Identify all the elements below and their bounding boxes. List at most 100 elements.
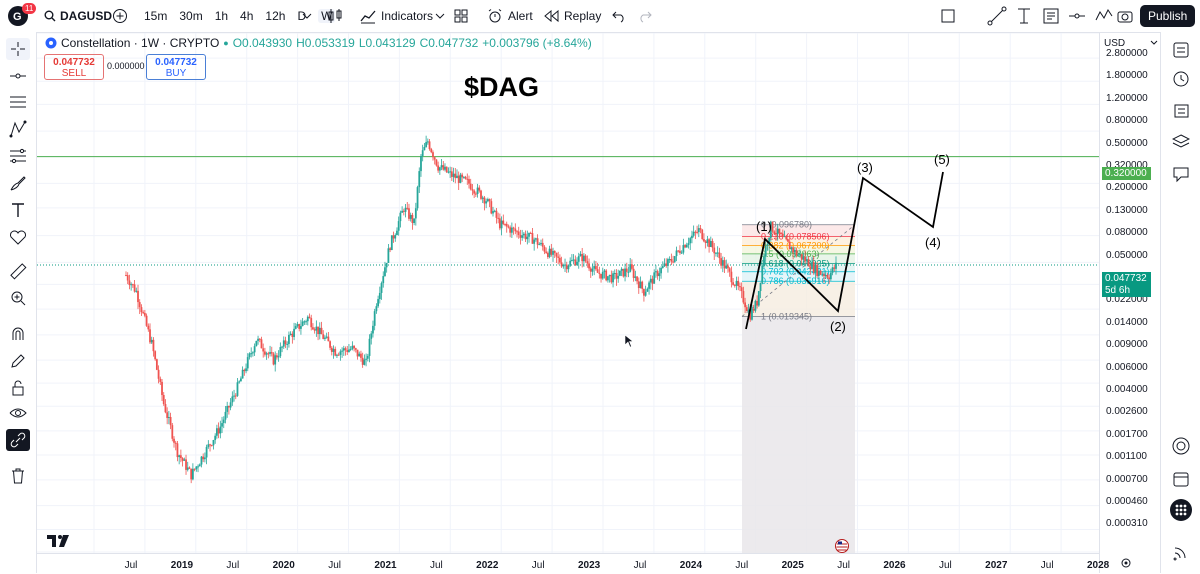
trend-line-tool-button[interactable] [987, 0, 1007, 32]
redo-icon [640, 11, 652, 23]
axis-settings-icon[interactable] [1119, 556, 1133, 570]
candle-body [689, 238, 692, 244]
candle-body [569, 260, 572, 266]
candle-body [512, 227, 515, 229]
candle-body [444, 166, 446, 170]
candle-body [488, 199, 491, 202]
currency-selector[interactable]: USD [1104, 38, 1158, 49]
hide-drawings-button[interactable] [6, 402, 30, 424]
candle-body [447, 171, 450, 173]
candle-body [727, 265, 729, 269]
candles-icon [328, 9, 342, 23]
interval-30m[interactable]: 30m [179, 9, 203, 23]
alerts-panel-button[interactable] [1169, 67, 1193, 91]
sell-label: SELL [61, 68, 87, 79]
magnet-mode-button[interactable] [6, 323, 30, 345]
price-tick-label: 0.001700 [1106, 428, 1148, 440]
news-stream-button[interactable] [1169, 540, 1193, 564]
redo-button[interactable] [638, 0, 652, 32]
text-note-tool-button[interactable] [1042, 0, 1060, 32]
indicators-button[interactable]: Indicators [360, 0, 433, 32]
candle-body [817, 270, 820, 276]
text-tool-button[interactable] [6, 199, 30, 221]
hotlists-button[interactable] [1169, 434, 1193, 458]
candle-body [725, 265, 728, 269]
pitchfork-tool-button[interactable] [6, 118, 30, 140]
text-cursor-tool-button[interactable] [1015, 0, 1033, 32]
pattern-tool-button[interactable] [1094, 0, 1114, 32]
candle-body [210, 445, 213, 447]
candle-body [305, 321, 307, 323]
fib-tool-button[interactable] [6, 145, 30, 167]
sync-drawings-button[interactable] [6, 429, 30, 451]
horizontal-line-icon [1069, 13, 1085, 19]
interval-dropdown-button[interactable] [302, 0, 312, 32]
chart-type-button[interactable] [326, 0, 344, 32]
stay-in-drawing-mode-button[interactable] [6, 350, 30, 372]
buy-button[interactable]: 0.047732 BUY [146, 54, 206, 80]
candle-body [716, 252, 719, 254]
sell-button[interactable]: 0.047732 SELL [44, 54, 104, 80]
zoom-in-button[interactable] [6, 287, 30, 309]
channel-tool-button[interactable] [6, 91, 30, 113]
publish-button[interactable]: Publish [1140, 0, 1196, 32]
measure-tool-button[interactable] [6, 260, 30, 282]
lock-drawings-button[interactable] [6, 377, 30, 399]
candle-body [629, 264, 632, 272]
remove-drawings-button[interactable] [6, 465, 30, 487]
candle-body [341, 350, 343, 352]
horizontal-line-tool-button[interactable] [1068, 0, 1086, 32]
alert-button[interactable]: Alert [487, 0, 533, 32]
calendar-button[interactable] [1169, 467, 1193, 491]
candle-body [452, 173, 455, 177]
candle-body [312, 327, 314, 330]
time-axis[interactable]: Jul 2019 Jul 2020 Jul 2021 Jul 2022 Jul 2023 Jul 20… [37, 553, 1109, 574]
interval-d[interactable]: D [297, 9, 307, 23]
data-window-button[interactable] [1169, 130, 1193, 154]
interval-4h[interactable]: 4h [240, 9, 254, 23]
watchlist-button[interactable] [1169, 38, 1193, 62]
products-menu-button[interactable] [1169, 498, 1193, 522]
interval-12h[interactable]: 12h [265, 9, 286, 23]
candle-body [601, 271, 604, 279]
ideas-button[interactable] [1169, 162, 1193, 186]
candle-body [721, 260, 724, 266]
fib-level-label: 0.786 (0.035916) [761, 276, 830, 286]
crosshair-tool-button[interactable] [6, 38, 30, 60]
screenshot-button[interactable] [1117, 0, 1133, 32]
fib-retracement-icon [10, 148, 26, 164]
candle-body [751, 308, 753, 320]
candle-body [468, 179, 470, 184]
candle-body [591, 268, 594, 272]
candle-body [324, 337, 326, 339]
candle-body [773, 231, 776, 234]
object-tree-button[interactable] [1169, 99, 1193, 123]
layouts-button[interactable] [453, 0, 469, 32]
compare-symbol-button[interactable] [112, 0, 128, 32]
candle-body [812, 262, 815, 273]
flag-us-icon[interactable] [835, 539, 849, 553]
fullscreen-button[interactable] [940, 0, 956, 32]
logo-menu-button[interactable]: G 11 [6, 0, 37, 32]
indicators-dropdown-button[interactable] [435, 0, 445, 32]
candle-body [697, 228, 700, 233]
candle-body [644, 291, 647, 296]
replay-button[interactable]: Replay [543, 0, 601, 32]
symbol-search-button[interactable]: DAGUSD [44, 0, 112, 32]
symbol-legend: Constellation · 1W · CRYPTO ● O0.043930 … [45, 36, 592, 50]
candle-body [661, 266, 664, 268]
brush-tool-button[interactable] [6, 172, 30, 194]
wave-label: (2) [830, 319, 846, 334]
interval-1h[interactable]: 1h [214, 9, 229, 23]
price-axis[interactable]: USD 2.800000 1.800000 1.200000 0.800000 0.50… [1099, 33, 1161, 573]
price-chart[interactable]: 0 (0.096780) 0.236 (0.078506)0.382 (0.067… [37, 33, 1099, 553]
candle-body [449, 171, 452, 173]
trend-line-button[interactable] [6, 65, 30, 87]
patterns-tool-button[interactable] [6, 226, 30, 248]
candle-body [336, 354, 338, 356]
candle-body [536, 238, 539, 245]
interval-15m[interactable]: 15m [144, 9, 168, 23]
candle-body [706, 239, 709, 243]
undo-button[interactable] [612, 0, 626, 32]
candle-body [540, 242, 542, 245]
